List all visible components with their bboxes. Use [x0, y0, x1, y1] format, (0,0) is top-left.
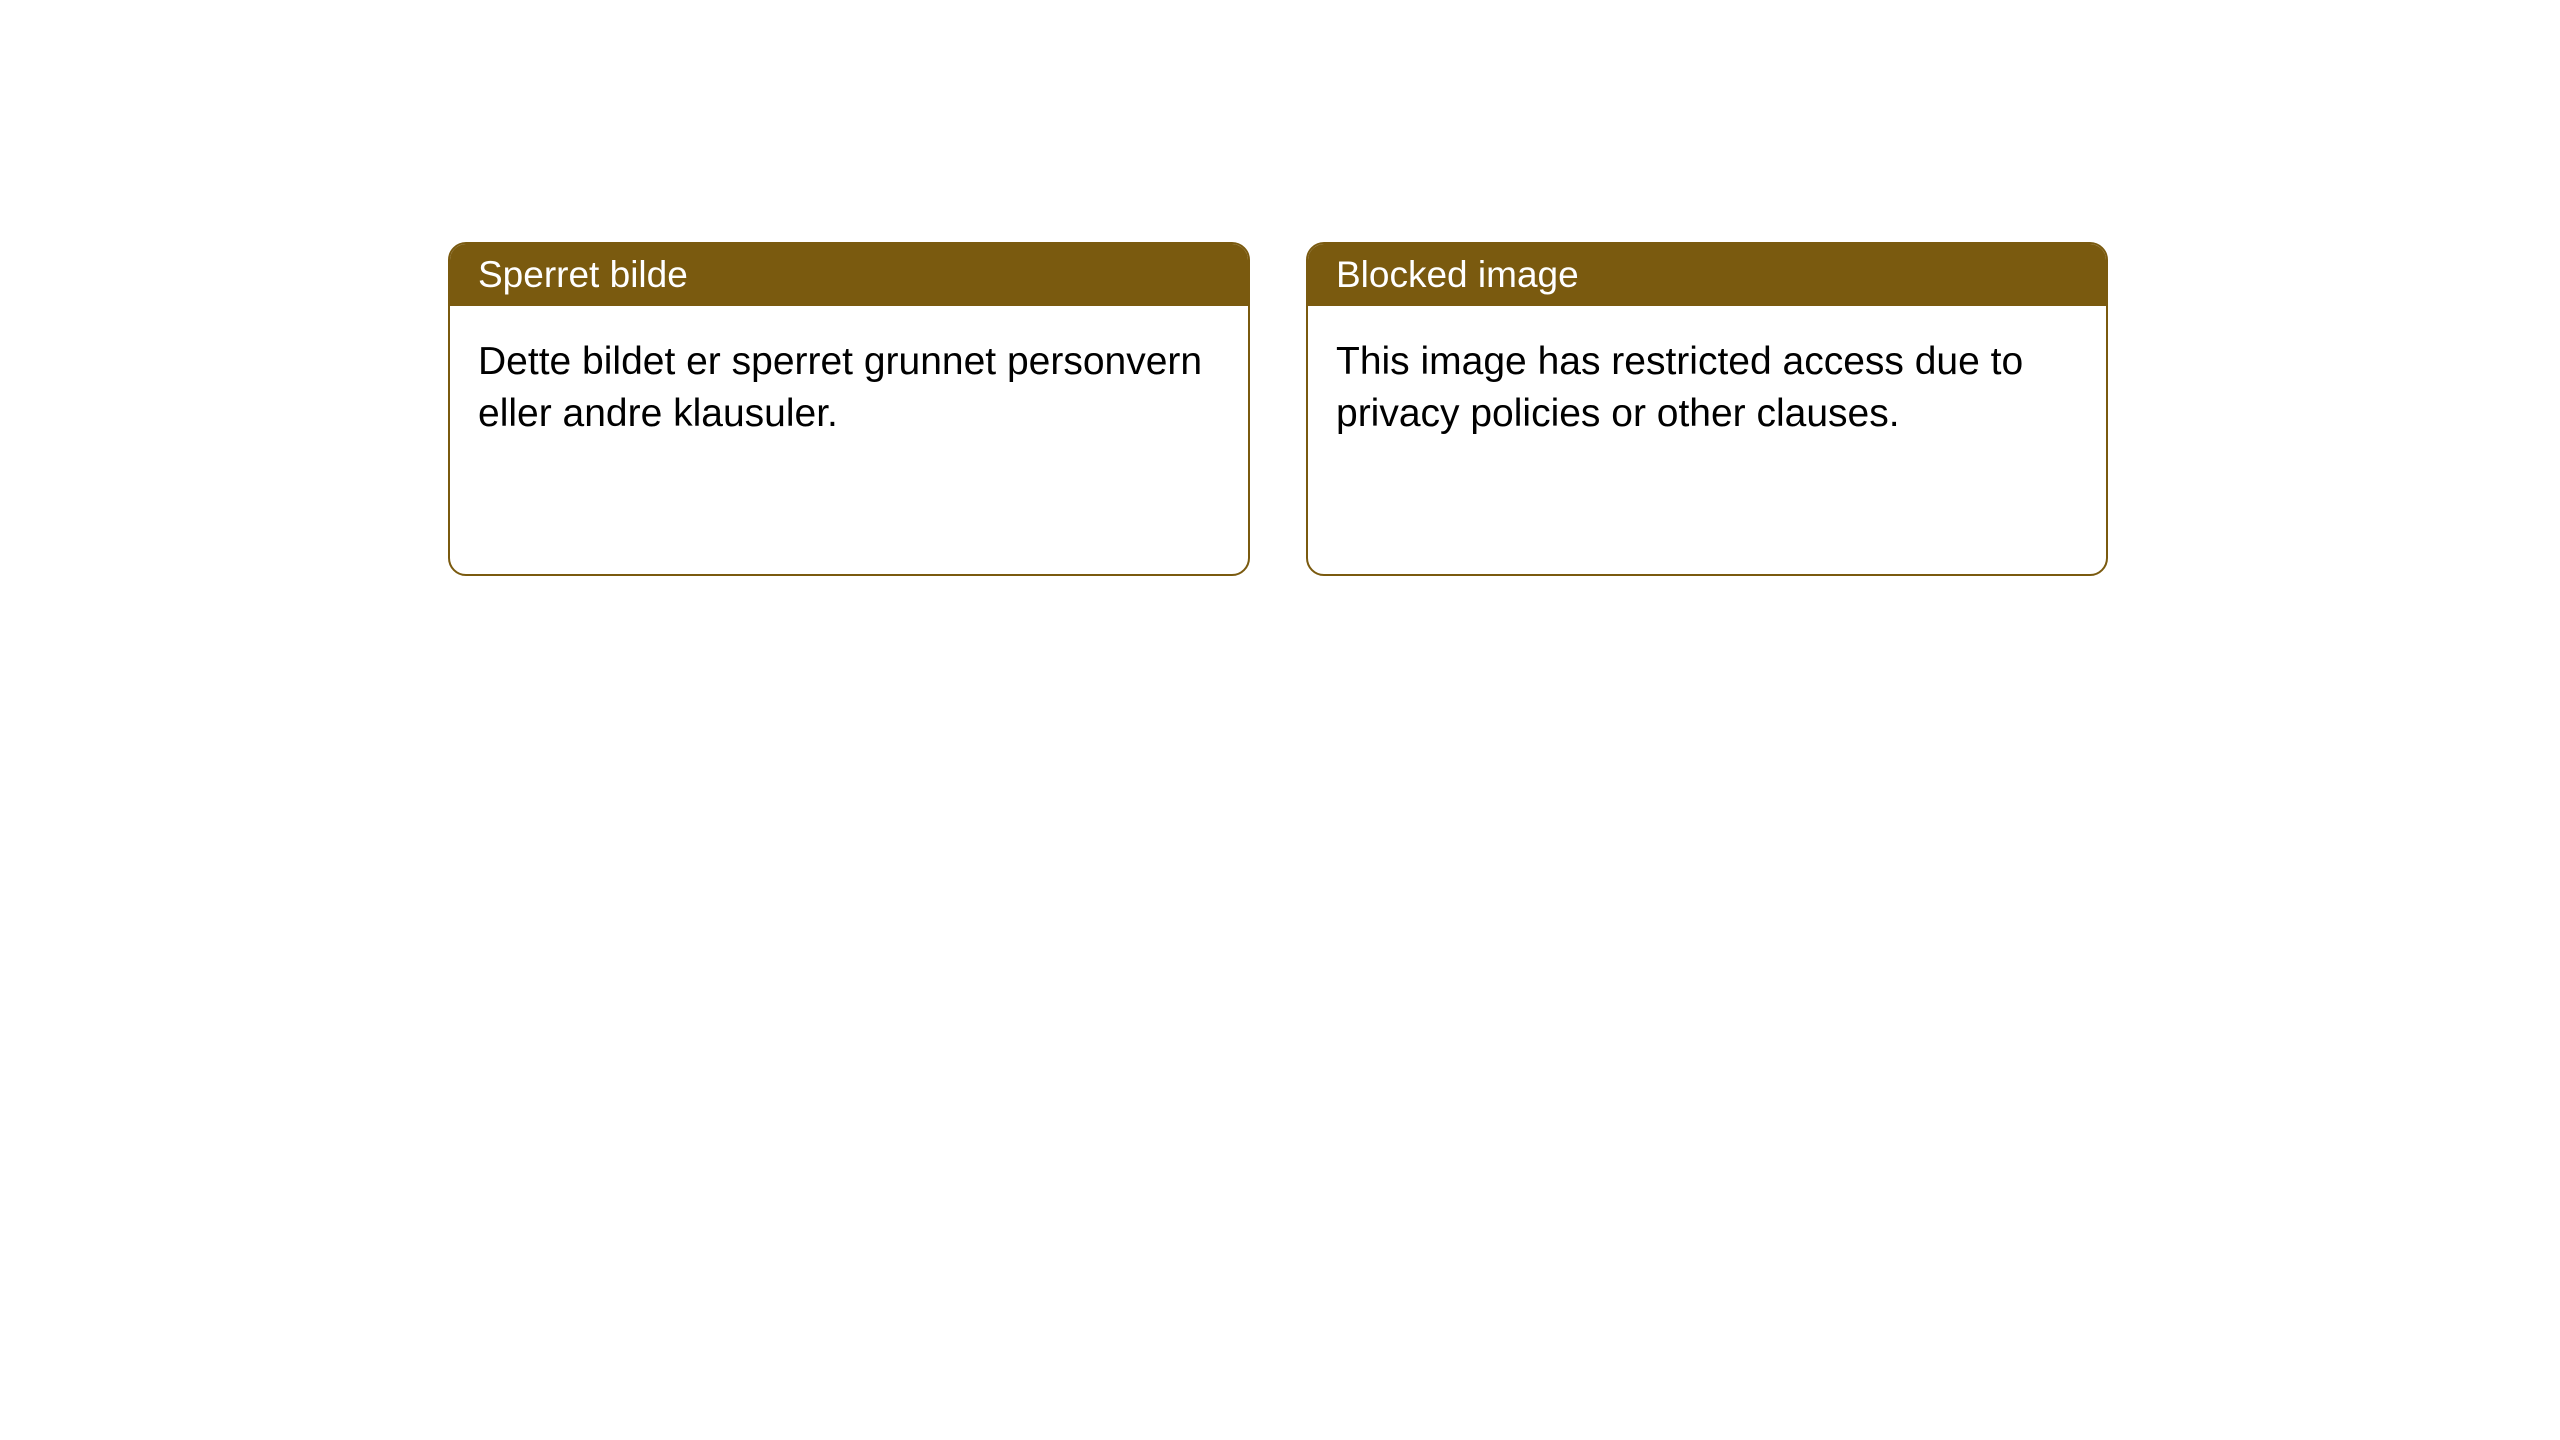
notice-body-text: Dette bildet er sperret grunnet personve… [478, 340, 1202, 435]
notice-card-norwegian: Sperret bilde Dette bildet er sperret gr… [448, 242, 1250, 576]
notice-header: Blocked image [1308, 244, 2106, 306]
notice-card-english: Blocked image This image has restricted … [1306, 242, 2108, 576]
notice-body: Dette bildet er sperret grunnet personve… [450, 306, 1248, 574]
notice-body: This image has restricted access due to … [1308, 306, 2106, 574]
notice-title: Sperret bilde [478, 254, 688, 295]
notice-container: Sperret bilde Dette bildet er sperret gr… [0, 0, 2560, 576]
notice-header: Sperret bilde [450, 244, 1248, 306]
notice-body-text: This image has restricted access due to … [1336, 340, 2023, 435]
notice-title: Blocked image [1336, 254, 1579, 295]
